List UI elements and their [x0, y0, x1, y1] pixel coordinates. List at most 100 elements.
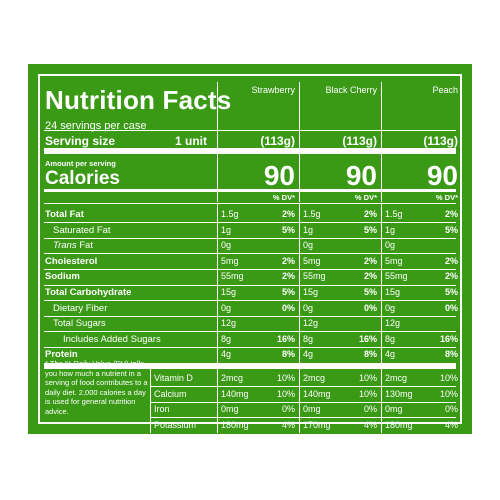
calories-label: Calories	[45, 168, 120, 189]
nutrient-amount: 15g	[303, 287, 319, 297]
nutrient-amount: 1g	[385, 224, 396, 235]
nutrient-amount: 5mg	[221, 255, 239, 266]
nutrient-amount: 55mg	[221, 271, 244, 282]
divider-line	[150, 401, 456, 403]
nutrient-amount: 1.5g	[221, 209, 239, 219]
nutrient-dv: 2%	[363, 271, 377, 282]
nutrient-label: Saturated Fat	[45, 225, 111, 236]
divider-line	[44, 331, 456, 333]
nutrient-dv: 2%	[281, 271, 295, 282]
nutrient-dv: 8%	[363, 349, 377, 360]
vitamin-dv: 10%	[439, 373, 458, 383]
column-divider	[299, 154, 300, 202]
vitamin-amount: 140mg	[303, 388, 331, 399]
serving-size-value: 1 unit	[175, 134, 207, 148]
divider-line	[44, 222, 456, 224]
nutrient-amount: 1.5g	[303, 209, 321, 219]
vitamin-label: Vitamin D	[154, 373, 193, 383]
nutrient-amount: 0g	[303, 302, 314, 313]
vitamin-amount: 0mg	[221, 404, 239, 414]
divider-line	[150, 386, 456, 387]
nutrient-amount: 1g	[303, 224, 314, 235]
nutrient-dv: 2%	[444, 271, 458, 282]
nutrient-amount: 4g	[303, 349, 314, 360]
nutrient-label-text: Total Carbohydrate	[45, 287, 132, 298]
nutrient-label: Total Fat	[45, 209, 84, 220]
vitamin-dv: 10%	[358, 388, 377, 399]
nutrient-dv: 16%	[276, 333, 295, 344]
nutrient-amount: 4g	[221, 349, 232, 360]
vitamin-dv: 4%	[444, 419, 458, 430]
nutrient-amount: 0g	[303, 240, 314, 251]
nutrient-dv: 2%	[444, 255, 458, 266]
serving-grams: (113g)	[423, 134, 458, 148]
serving-size-label: Serving size	[45, 134, 116, 148]
nutrition-label: Nutrition Facts 24 servings per case Ser…	[28, 64, 472, 434]
divider-line	[150, 417, 456, 418]
nutrient-dv: 2%	[363, 209, 377, 219]
nutrient-amount: 0g	[385, 240, 396, 251]
nutrient-amount: 55mg	[303, 271, 326, 282]
nutrient-label-italic: Trans	[53, 240, 77, 252]
nutrient-label: Protein	[45, 349, 78, 360]
servings-per-case: 24 servings per case	[45, 120, 147, 132]
calories-value: 90	[426, 160, 458, 191]
divider-line	[44, 203, 456, 204]
vitamin-amount: 2mcg	[303, 373, 326, 383]
nutrient-amount: 12g	[385, 318, 401, 329]
nutrient-label-text: Total Sugars	[53, 318, 106, 330]
vitamin-amount: 140mg	[221, 388, 249, 399]
nutrient-dv: 16%	[439, 333, 458, 344]
vitamin-amount: 130mg	[385, 388, 413, 399]
nutrient-amount: 8g	[303, 333, 314, 344]
flavor-header: Black Cherry	[325, 85, 377, 95]
nutrient-label-text: Sodium	[45, 271, 80, 283]
nutrient-label-text: Dietary Fiber	[53, 302, 108, 314]
nutrient-amount: 55mg	[385, 271, 408, 282]
divider-line	[44, 237, 456, 239]
nutrition-facts-title: Nutrition Facts	[45, 85, 232, 115]
vitamin-amount: 170mg	[303, 419, 331, 430]
nutrient-dv: 8%	[444, 349, 458, 360]
divider-line	[44, 253, 456, 255]
nutrient-amount: 8g	[385, 333, 396, 344]
dv-header: % DV*	[435, 193, 458, 202]
nutrient-dv: 2%	[444, 209, 458, 219]
column-divider	[217, 154, 218, 202]
column-divider	[299, 203, 300, 363]
divider-line	[44, 130, 456, 131]
divider-line	[44, 189, 456, 192]
nutrient-label: Dietary Fiber	[45, 303, 107, 314]
flavor-header: Strawberry	[251, 85, 295, 95]
column-divider	[381, 369, 382, 433]
serving-grams: (113g)	[260, 134, 295, 148]
nutrient-dv: 5%	[363, 287, 377, 297]
divider-line	[44, 346, 456, 348]
column-divider	[150, 369, 151, 433]
nutrient-dv: 2%	[281, 255, 295, 266]
nutrient-dv: 5%	[444, 287, 458, 297]
nutrient-amount: 1g	[221, 224, 232, 235]
nutrient-dv: 2%	[363, 255, 377, 266]
nutrient-dv: 0%	[444, 302, 458, 313]
calories-value: 90	[263, 160, 295, 191]
nutrient-label-text: Fat	[76, 240, 93, 252]
nutrient-label-text: Total Fat	[45, 209, 84, 220]
vitamin-dv: 0%	[281, 404, 295, 414]
nutrient-amount: 1.5g	[385, 209, 403, 219]
nutrient-dv: 5%	[281, 224, 295, 235]
column-divider	[299, 82, 300, 148]
vitamin-dv: 10%	[276, 388, 295, 399]
vitamin-amount: 180mg	[221, 419, 249, 430]
calories-value: 90	[345, 160, 377, 191]
nutrient-label-text: Includes Added Sugars	[63, 333, 161, 345]
nutrient-dv: 5%	[363, 224, 377, 235]
nutrient-dv: 5%	[281, 287, 295, 297]
column-divider	[381, 82, 382, 148]
vitamin-dv: 10%	[439, 388, 458, 399]
nutrient-amount: 5mg	[303, 255, 321, 266]
vitamin-dv: 0%	[363, 404, 377, 414]
divider-line	[44, 300, 456, 302]
nutrient-label-text: Saturated Fat	[53, 224, 111, 236]
nutrient-dv: 16%	[358, 333, 377, 344]
